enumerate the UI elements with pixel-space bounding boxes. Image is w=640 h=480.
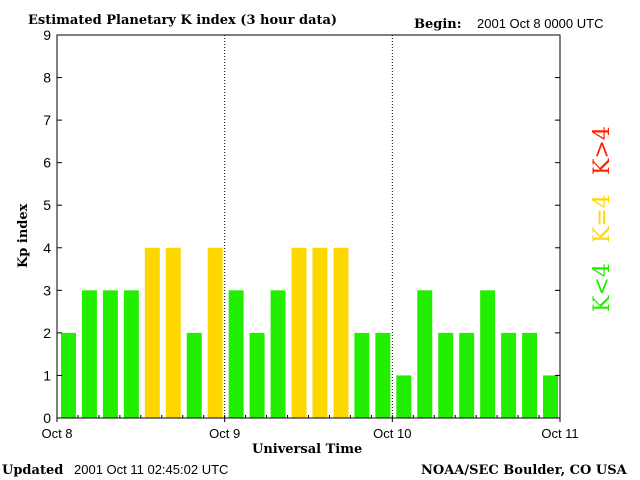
kp-bar bbox=[459, 332, 475, 418]
kp-bar bbox=[81, 290, 97, 418]
kp-bar bbox=[186, 332, 202, 418]
kp-bar bbox=[354, 332, 370, 418]
kp-bar bbox=[207, 247, 223, 418]
kp-bar bbox=[396, 375, 412, 418]
kp-bar bbox=[333, 247, 349, 418]
y-tick-label: 9 bbox=[43, 27, 51, 43]
x-tick-label: Oct 8 bbox=[41, 426, 72, 441]
x-tick-label: Oct 11 bbox=[541, 426, 578, 441]
y-tick-label: 3 bbox=[43, 282, 51, 298]
y-tick-label: 6 bbox=[43, 155, 51, 171]
y-tick-label: 5 bbox=[43, 197, 51, 213]
begin-label: Begin: bbox=[414, 17, 462, 32]
kp-bar bbox=[501, 332, 517, 418]
kp-bar bbox=[61, 332, 76, 418]
kp-bar bbox=[375, 332, 391, 418]
x-tick-label: Oct 10 bbox=[373, 426, 411, 441]
y-tick-label: 2 bbox=[43, 325, 51, 341]
kp-bar bbox=[144, 247, 160, 418]
kp-bar bbox=[123, 290, 139, 418]
y-tick-label: 1 bbox=[43, 367, 51, 383]
kp-bar bbox=[417, 290, 433, 418]
kp-bar bbox=[249, 332, 265, 418]
updated-label: Updated bbox=[2, 463, 63, 478]
chart-title: Estimated Planetary K index (3 hour data… bbox=[28, 13, 337, 28]
legend-k-equal-4: K=4 bbox=[590, 194, 615, 243]
y-tick-label: 0 bbox=[43, 410, 51, 426]
kp-bar bbox=[165, 247, 181, 418]
y-tick-label: 7 bbox=[43, 112, 51, 128]
x-axis-label: Universal Time bbox=[252, 442, 362, 457]
kp-bar bbox=[438, 332, 454, 418]
kp-bar bbox=[102, 290, 118, 418]
source-credit: NOAA/SEC Boulder, CO USA bbox=[421, 463, 628, 478]
kp-bar bbox=[480, 290, 496, 418]
kp-bar bbox=[522, 332, 538, 418]
kp-bar bbox=[270, 290, 286, 418]
legend-k-greater-4: K>4 bbox=[590, 126, 615, 175]
kp-bar bbox=[291, 247, 307, 418]
updated-value: 2001 Oct 11 02:45:02 UTC bbox=[74, 462, 228, 477]
y-tick-label: 4 bbox=[43, 240, 51, 256]
y-tick-label: 8 bbox=[43, 70, 51, 86]
begin-value: 2001 Oct 8 0000 UTC bbox=[477, 16, 603, 31]
kp-bar bbox=[312, 247, 328, 418]
plot-area: 0 1 2 3 4 5 6 7 8 9 Oct 8 Oct 9 Oct 10 Oct 11 bbox=[41, 27, 578, 441]
legend-k-less-4: K<4 bbox=[590, 263, 615, 312]
x-tick-label: Oct 9 bbox=[209, 426, 240, 441]
kp-bar bbox=[228, 290, 244, 418]
kp-bar bbox=[543, 375, 558, 418]
y-axis-label: Kp index bbox=[16, 203, 31, 268]
